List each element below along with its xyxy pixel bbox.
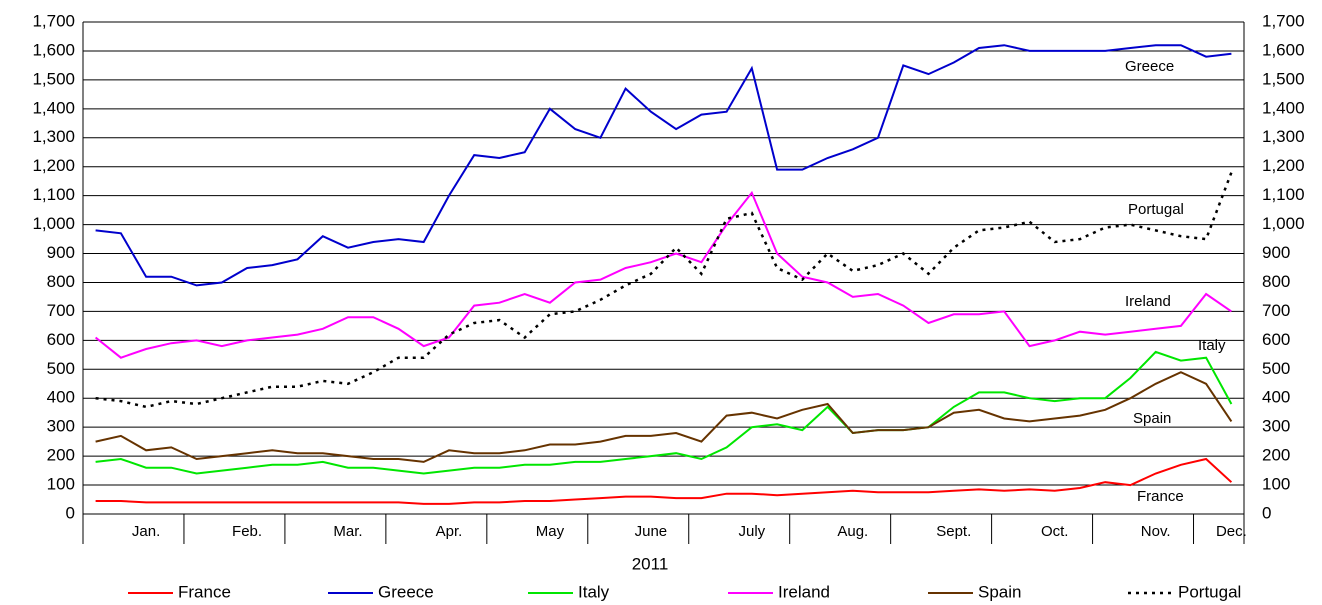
y-tick-label: 600 [47,330,75,349]
y2-tick-label: 1,300 [1262,127,1305,146]
x-tick-label: Nov. [1141,523,1171,540]
y2-tick-label: 0 [1262,503,1271,522]
y-tick-label: 700 [47,301,75,320]
y2-tick-label: 500 [1262,359,1290,378]
y2-tick-label: 1,400 [1262,98,1305,117]
y2-tick-label: 1,700 [1262,11,1305,30]
x-tick-label: Dec. [1216,523,1247,540]
y-tick-label: 500 [47,359,75,378]
x-tick-label: Sept. [936,523,971,540]
series-line [95,44,1232,287]
series-label: Portugal [1128,201,1184,218]
y-tick-label: 300 [47,417,75,436]
series-label: Ireland [1125,293,1171,310]
legend-label: Greece [378,582,434,601]
y-tick-label: 100 [47,475,75,494]
series-line [95,172,1233,409]
legend-label: Italy [578,582,610,601]
y2-tick-label: 1,200 [1262,156,1305,175]
legend-label: Spain [978,582,1021,601]
y-tick-label: 1,400 [32,98,75,117]
series-label: France [1137,488,1184,505]
y2-tick-label: 900 [1262,243,1290,262]
x-tick-label: Jan. [132,523,160,540]
y2-tick-label: 1,000 [1262,214,1305,233]
y-tick-label: 1,300 [32,127,75,146]
series-line [95,350,1233,475]
series-line [95,457,1233,505]
x-tick-label: May [536,523,565,540]
series-line [95,371,1233,463]
y2-tick-label: 400 [1262,388,1290,407]
series-label: Greece [1125,58,1174,75]
y2-tick-label: 300 [1262,417,1290,436]
y-tick-label: 1,100 [32,185,75,204]
series-label: Italy [1198,337,1226,354]
x-tick-label: Mar. [333,523,362,540]
y-tick-label: 400 [47,388,75,407]
y-tick-label: 200 [47,446,75,465]
y-tick-label: 1,200 [32,156,75,175]
y-tick-label: 800 [47,272,75,291]
y2-tick-label: 200 [1262,446,1290,465]
legend-label: France [178,582,231,601]
series-label: Spain [1133,410,1171,427]
x-tick-label: July [738,523,765,540]
y2-tick-label: 700 [1262,301,1290,320]
y2-tick-label: 600 [1262,330,1290,349]
x-tick-label: Aug. [837,523,868,540]
x-tick-label: Oct. [1041,523,1069,540]
legend-label: Ireland [778,582,830,601]
x-tick-label: Apr. [436,523,463,540]
y-tick-label: 0 [66,503,75,522]
x-tick-label: Feb. [232,523,262,540]
y2-tick-label: 1,600 [1262,40,1305,59]
y2-tick-label: 1,500 [1262,69,1305,88]
y-tick-label: 1,000 [32,214,75,233]
y-tick-label: 1,500 [32,69,75,88]
y2-tick-label: 1,100 [1262,185,1305,204]
series-line [94,190,1232,359]
y-tick-label: 900 [47,243,75,262]
y-tick-label: 1,600 [32,40,75,59]
y2-tick-label: 800 [1262,272,1290,291]
x-tick-label: June [635,523,668,540]
x-axis-title: 2011 [632,554,669,573]
y2-tick-label: 100 [1262,475,1290,494]
y-tick-label: 1,700 [32,11,75,30]
legend-label: Portugal [1178,582,1241,601]
